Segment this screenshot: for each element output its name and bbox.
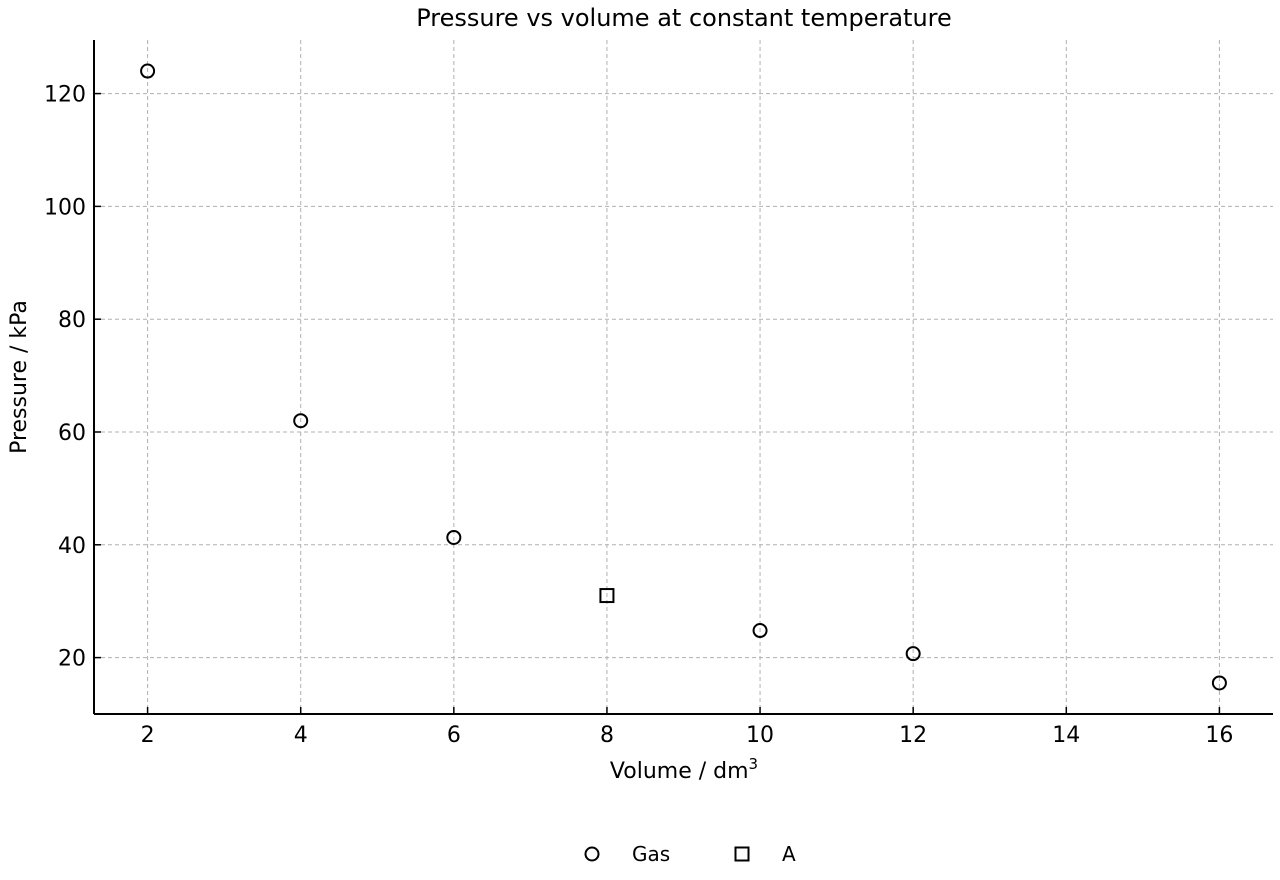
data-point-gas-2 bbox=[446, 529, 462, 545]
y-axis-label: Pressure / kPa bbox=[7, 300, 32, 454]
y-tick-label-20: 20 bbox=[58, 647, 86, 672]
x-axis-label: Volume / dm3 bbox=[610, 755, 758, 784]
x-tick-label-2: 2 bbox=[141, 723, 155, 748]
y-tick-label-120: 120 bbox=[44, 83, 86, 108]
data-point-gas-5 bbox=[1211, 675, 1227, 691]
x-tick-label-14: 14 bbox=[1052, 723, 1080, 748]
x-tick-label-4: 4 bbox=[294, 723, 308, 748]
x-tick-label-6: 6 bbox=[447, 723, 461, 748]
legend-marker-gas bbox=[584, 846, 600, 862]
legend: Gas A bbox=[584, 842, 796, 866]
x-tick-label-12: 12 bbox=[899, 723, 927, 748]
data-point-gas-1 bbox=[293, 413, 309, 429]
axes-layer bbox=[93, 40, 1273, 715]
legend-label-a: A bbox=[782, 842, 796, 866]
ticks-layer: 2 4 6 8 10 12 14 16 20 40 60 80 100 120 bbox=[44, 83, 1233, 748]
x-axis-label-superscript: 3 bbox=[749, 755, 759, 773]
data-point-gas-0 bbox=[140, 63, 156, 79]
data-point-gas-4 bbox=[905, 646, 921, 662]
grid-layer bbox=[94, 40, 1273, 714]
y-tick-label-60: 60 bbox=[58, 421, 86, 446]
x-tick-label-10: 10 bbox=[746, 723, 774, 748]
x-tick-label-8: 8 bbox=[600, 723, 614, 748]
x-axis-label-text: Volume / dm bbox=[610, 759, 749, 784]
y-tick-label-40: 40 bbox=[58, 534, 86, 559]
chart-title: Pressure vs volume at constant temperatu… bbox=[416, 4, 952, 32]
y-tick-label-100: 100 bbox=[44, 195, 86, 220]
data-point-gas-3 bbox=[752, 623, 768, 639]
legend-label-gas: Gas bbox=[632, 842, 670, 866]
legend-marker-a bbox=[734, 846, 750, 862]
x-tick-label-16: 16 bbox=[1205, 723, 1233, 748]
points-layer bbox=[140, 63, 1227, 691]
data-point-a-0 bbox=[599, 588, 615, 604]
y-tick-label-80: 80 bbox=[58, 308, 86, 333]
